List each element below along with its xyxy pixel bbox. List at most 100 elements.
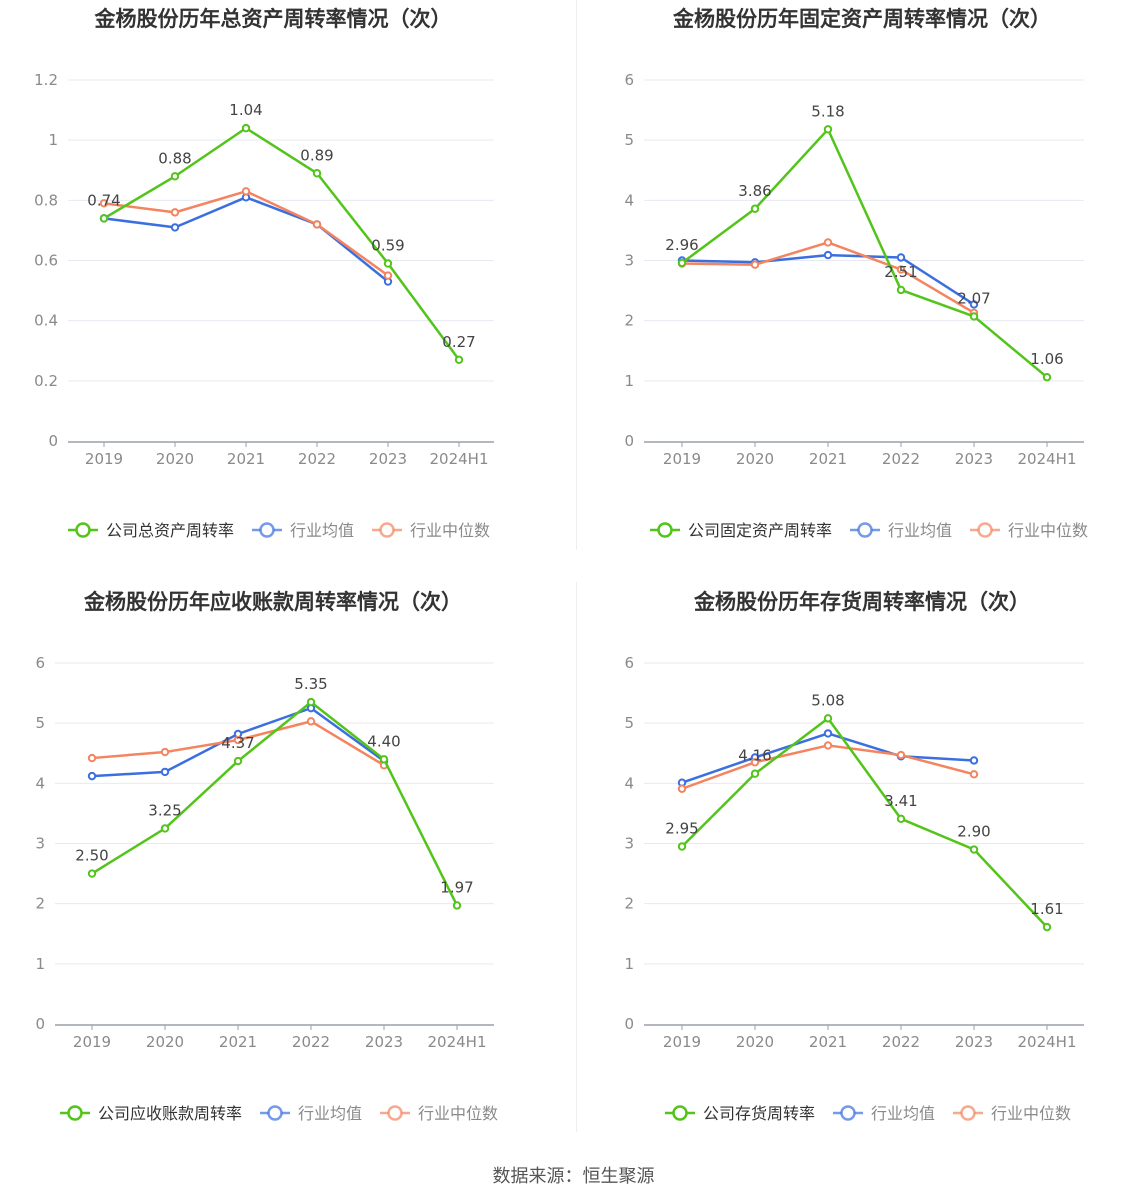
data-point-median[interactable] [750, 758, 760, 767]
data-point-company[interactable] [454, 355, 464, 364]
legend-item-median[interactable]: 行业中位数 [953, 1104, 1071, 1123]
y-tick-label: 2 [35, 895, 45, 913]
data-point-company[interactable] [1042, 922, 1052, 932]
legend-label: 公司应收账款周转率 [98, 1104, 242, 1123]
data-point-avg[interactable] [896, 253, 906, 262]
x-tick-label: 2021 [809, 1033, 847, 1051]
data-point-median[interactable] [160, 747, 170, 757]
data-point-company[interactable] [677, 842, 687, 851]
legend-item-company[interactable]: 公司固定资产周转率 [650, 521, 832, 540]
chart-svg: 金杨股份历年固定资产周转率情况（次） 0 1 2 3 4 5 6 2019 2020 2021 202… [624, 7, 1088, 540]
chart-receivables-turnover: 金杨股份历年应收账款周转率情况（次） 0 1 2 3 4 5 6 2019 2020 2021 202… [0, 583, 573, 1163]
data-point-avg[interactable] [170, 223, 180, 232]
legend-label: 行业均值 [290, 521, 354, 540]
series-line-company [103, 126, 461, 361]
x-tick-label: 2019 [85, 450, 123, 468]
x-tick-label: 2024H1 [1018, 450, 1077, 468]
legend-item-avg[interactable]: 行业均值 [850, 521, 952, 540]
x-tick-label: 2020 [156, 450, 194, 468]
data-point-avg[interactable] [969, 300, 979, 309]
data-point-median[interactable] [306, 717, 316, 726]
data-point-avg[interactable] [823, 729, 833, 738]
data-point-company[interactable] [312, 169, 322, 178]
legend-item-company[interactable]: 公司应收账款周转率 [60, 1104, 242, 1123]
legend-item-median[interactable]: 行业中位数 [970, 521, 1088, 540]
y-tick-label: 4 [35, 774, 45, 792]
data-point-company[interactable] [87, 869, 97, 878]
data-point-median[interactable] [383, 271, 393, 280]
data-point-median[interactable] [170, 208, 180, 217]
data-point-median[interactable] [750, 260, 760, 269]
legend-item-avg[interactable]: 行业均值 [260, 1104, 362, 1123]
data-point-median[interactable] [241, 187, 251, 196]
data-label: 2.51 [884, 263, 917, 281]
data-point-avg[interactable] [969, 756, 979, 765]
y-tick-label: 0 [624, 1015, 634, 1033]
x-tick-label: 2023 [955, 450, 993, 468]
data-point-median[interactable] [312, 220, 322, 229]
y-tick-label: 1.2 [34, 71, 58, 89]
data-point-company[interactable] [383, 259, 393, 268]
data-point-company[interactable] [233, 756, 243, 766]
data-point-company[interactable] [379, 755, 389, 764]
data-point-company[interactable] [1042, 373, 1052, 382]
legend-item-median[interactable]: 行业中位数 [380, 1104, 498, 1123]
legend-label: 公司总资产周转率 [106, 521, 234, 540]
chart-title: 金杨股份历年固定资产周转率情况（次） [672, 7, 1051, 31]
chart-svg: 金杨股份历年存货周转率情况（次） 0 1 2 3 4 5 6 2019 2020 2021 2022 2… [624, 590, 1084, 1123]
data-point-median[interactable] [896, 265, 906, 274]
legend-label: 行业中位数 [418, 1104, 498, 1123]
y-tick-label: 1 [624, 955, 634, 973]
data-point-company[interactable] [969, 312, 979, 321]
x-tick-label: 2020 [736, 1033, 774, 1051]
data-point-company[interactable] [677, 258, 687, 268]
data-point-median[interactable] [233, 735, 243, 745]
data-point-median[interactable] [677, 784, 687, 793]
data-point-median[interactable] [896, 750, 906, 760]
legend-item-company[interactable]: 公司总资产周转率 [68, 521, 234, 540]
data-label: 5.08 [811, 691, 844, 709]
legend-item-company[interactable]: 公司存货周转率 [665, 1104, 815, 1123]
legend-item-avg[interactable]: 行业均值 [252, 521, 354, 540]
y-tick-label: 0 [48, 432, 58, 450]
data-point-company[interactable] [823, 125, 833, 134]
panel-divider-bottom [576, 582, 577, 1132]
y-tick-label: 0.8 [34, 191, 58, 209]
data-point-company[interactable] [823, 714, 833, 723]
x-tick-label: 2019 [663, 1033, 701, 1051]
data-label: 1.97 [440, 878, 473, 896]
legend-label: 公司固定资产周转率 [688, 521, 832, 540]
data-point-median[interactable] [969, 770, 979, 779]
data-point-company[interactable] [969, 845, 979, 854]
x-tick-label: 2022 [882, 1033, 920, 1051]
data-label: 0.88 [158, 149, 191, 167]
chart-total-asset-turnover: 金杨股份历年总资产周转率情况（次） 0 0.2 0.4 0.6 0.8 1 1.2 2019 20… [0, 0, 573, 580]
data-point-company[interactable] [306, 697, 316, 707]
data-point-company[interactable] [170, 172, 180, 181]
data-point-company[interactable] [241, 123, 251, 133]
chart-fixed-asset-turnover: 金杨股份历年固定资产周转率情况（次） 0 1 2 3 4 5 6 2019 2020 2021 202… [576, 0, 1147, 580]
legend-item-avg[interactable]: 行业均值 [833, 1104, 935, 1123]
y-tick-label: 0.4 [34, 312, 58, 330]
data-point-company[interactable] [896, 814, 906, 824]
data-point-company[interactable] [750, 769, 760, 778]
data-label: 2.96 [665, 236, 698, 254]
data-point-company[interactable] [160, 824, 170, 833]
data-label: 3.41 [884, 792, 917, 810]
data-point-median[interactable] [823, 741, 833, 750]
data-point-company[interactable] [452, 901, 462, 910]
data-point-company[interactable] [99, 214, 109, 223]
data-point-median[interactable] [99, 199, 109, 208]
data-point-avg[interactable] [823, 250, 833, 260]
data-label: 0.59 [371, 237, 404, 255]
x-tick-label: 2024H1 [1018, 1033, 1077, 1051]
data-point-company[interactable] [896, 285, 906, 295]
data-point-avg[interactable] [87, 771, 97, 781]
data-point-avg[interactable] [160, 767, 170, 777]
data-point-median[interactable] [87, 753, 97, 763]
data-point-company[interactable] [750, 204, 760, 213]
y-tick-label: 0 [35, 1015, 45, 1033]
legend-item-median[interactable]: 行业中位数 [372, 521, 490, 540]
data-label: 3.25 [148, 801, 181, 819]
data-point-median[interactable] [823, 238, 833, 247]
